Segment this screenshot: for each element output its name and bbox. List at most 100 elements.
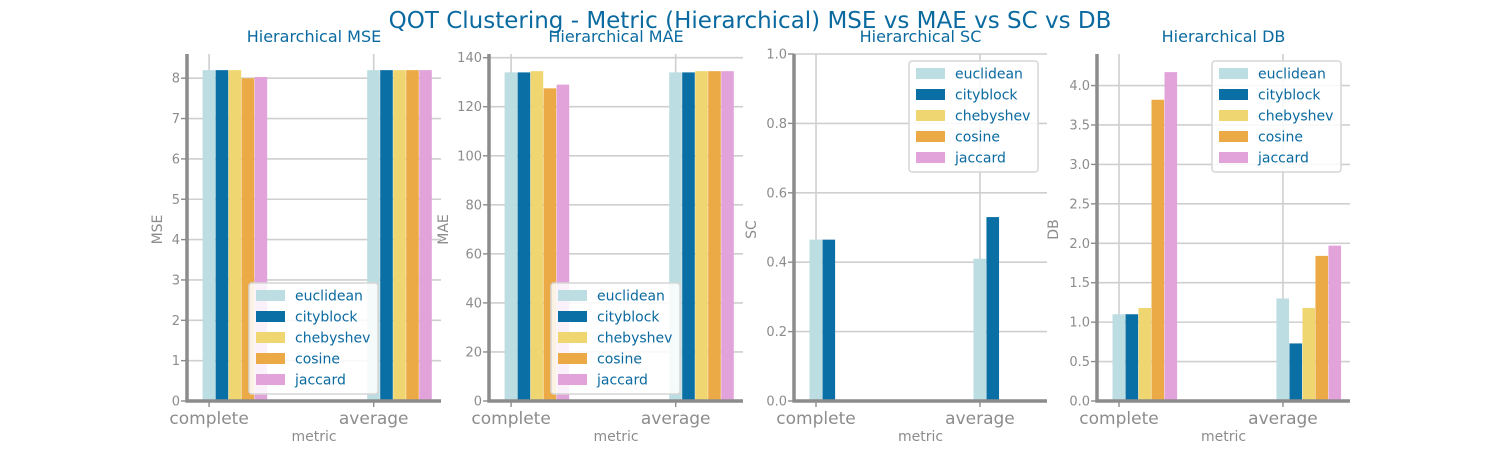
y-tick-label: 2 [172, 314, 180, 329]
legend-label-chebyshev: chebyshev [597, 331, 672, 347]
y-tick-label: 4 [172, 233, 180, 248]
legend-swatch-cosine [256, 353, 285, 364]
legend-swatch-jaccard [558, 374, 587, 385]
y-tick-label: 60 [465, 247, 482, 262]
bar-euclidean-complete [202, 70, 216, 402]
y-axis-label: DB [1046, 219, 1062, 239]
legend-swatch-chebyshev [916, 110, 945, 121]
bar-chebyshev-complete [530, 71, 544, 401]
legend: euclidean cityblock chebyshev cosine jaccard [908, 60, 1039, 173]
panel-sc: 0.0 0.2 0.4 0.6 0.8 1.0 complete average Hierarc… [744, 27, 1047, 445]
bar-euclidean-average [1276, 298, 1290, 401]
x-axis-label: metric [593, 429, 638, 445]
bar-cityblock-complete [822, 239, 836, 401]
legend-swatch-jaccard [256, 374, 285, 385]
bar-jaccard-complete [1164, 72, 1178, 401]
legend-swatch-jaccard [916, 152, 945, 163]
bar-chebyshev-average [393, 70, 406, 402]
legend-label-jaccard: jaccard [294, 373, 346, 389]
bar-cosine-average [708, 71, 721, 401]
legend-swatch-cityblock [558, 311, 587, 322]
legend-label-chebyshev: chebyshev [295, 331, 370, 347]
x-tick-label: complete [1079, 409, 1158, 429]
bar-cosine-average [406, 70, 419, 402]
legend-swatch-chebyshev [256, 332, 285, 343]
legend-swatch-cityblock [256, 311, 285, 322]
legend-label-cityblock: cityblock [295, 310, 358, 326]
bar-cityblock-complete [517, 72, 531, 402]
y-tick-label: 120 [457, 100, 482, 115]
legend-label-cosine: cosine [955, 130, 1000, 146]
y-tick-label: 1 [172, 354, 180, 369]
panel-db: 0.0 0.5 1.0 1.5 2.0 2.5 3.0 3.5 4.0 complete avera… [1046, 27, 1350, 445]
bar-cityblock-complete [1125, 314, 1139, 401]
y-tick-label: 0 [172, 395, 180, 410]
x-axis-label: metric [898, 429, 943, 445]
legend-label-chebyshev: chebyshev [1258, 109, 1333, 125]
legend-swatch-cityblock [1219, 89, 1248, 100]
y-tick-label: 0.2 [766, 325, 787, 340]
legend-frame [550, 282, 681, 395]
bar-jaccard-average [721, 71, 734, 401]
x-tick-label: average [339, 409, 409, 429]
x-tick-label: average [641, 409, 711, 429]
x-axis-label: metric [1201, 429, 1246, 445]
legend-swatch-cosine [916, 131, 945, 142]
bar-euclidean-complete [809, 239, 823, 401]
bar-euclidean-complete [504, 72, 518, 402]
x-tick-label: complete [169, 409, 248, 429]
bar-chebyshev-average [1302, 307, 1316, 401]
legend-label-jaccard: jaccard [954, 151, 1006, 167]
legend-swatch-cityblock [916, 89, 945, 100]
bar-chebyshev-complete [1138, 307, 1152, 401]
legend-label-jaccard: jaccard [596, 373, 648, 389]
bar-cityblock-average [1289, 343, 1303, 401]
bar-cityblock-average [682, 72, 695, 402]
legend-label-jaccard: jaccard [1257, 151, 1309, 167]
y-axis-label: MSE [150, 215, 166, 245]
y-tick-label: 40 [465, 296, 482, 311]
bar-cityblock-complete [215, 70, 229, 402]
y-tick-label: 100 [457, 149, 482, 164]
bar-euclidean-complete [1112, 314, 1126, 401]
y-tick-label: 2.5 [1069, 197, 1090, 212]
x-tick-label: average [945, 409, 1015, 429]
y-tick-label: 0.5 [1069, 355, 1090, 370]
y-tick-label: 0.4 [766, 256, 787, 271]
y-tick-label: 0.0 [766, 395, 787, 410]
legend-label-euclidean: euclidean [1258, 67, 1326, 83]
y-tick-label: 3 [172, 273, 180, 288]
legend: euclidean cityblock chebyshev cosine jaccard [248, 282, 379, 395]
y-tick-label: 1.0 [1069, 316, 1090, 331]
legend-swatch-euclidean [256, 290, 285, 301]
legend-swatch-chebyshev [1219, 110, 1248, 121]
legend-label-cosine: cosine [295, 352, 340, 368]
legend-label-cosine: cosine [597, 352, 642, 368]
y-tick-label: 6 [172, 152, 180, 167]
legend-swatch-euclidean [1219, 68, 1248, 79]
legend-label-cosine: cosine [1258, 130, 1303, 146]
legend-swatch-euclidean [916, 68, 945, 79]
y-axis-label: MAE [436, 214, 452, 245]
y-tick-label: 140 [457, 51, 482, 66]
bar-chebyshev-complete [228, 70, 242, 402]
y-tick-label: 4.0 [1069, 79, 1090, 94]
panel-mse: 0 1 2 3 4 5 6 7 8 complete average Hierarchical MSE… [150, 27, 441, 445]
legend-swatch-cosine [558, 353, 587, 364]
legend-frame [1211, 60, 1342, 173]
legend-frame [248, 282, 379, 395]
legend-swatch-jaccard [1219, 152, 1248, 163]
y-axis-label: SC [744, 220, 760, 239]
bar-cityblock-average [380, 70, 393, 402]
y-tick-label: 0.0 [1069, 395, 1090, 410]
panel-title: Hierarchical MSE [247, 27, 382, 46]
panel-title: Hierarchical SC [860, 27, 982, 46]
y-tick-label: 20 [465, 345, 482, 360]
y-tick-label: 8 [172, 72, 180, 87]
legend-label-chebyshev: chebyshev [955, 109, 1030, 125]
bar-cosine-complete [1151, 99, 1165, 401]
y-tick-label: 2.0 [1069, 237, 1090, 252]
y-tick-label: 0.8 [766, 117, 787, 132]
y-tick-label: 0 [474, 395, 482, 410]
